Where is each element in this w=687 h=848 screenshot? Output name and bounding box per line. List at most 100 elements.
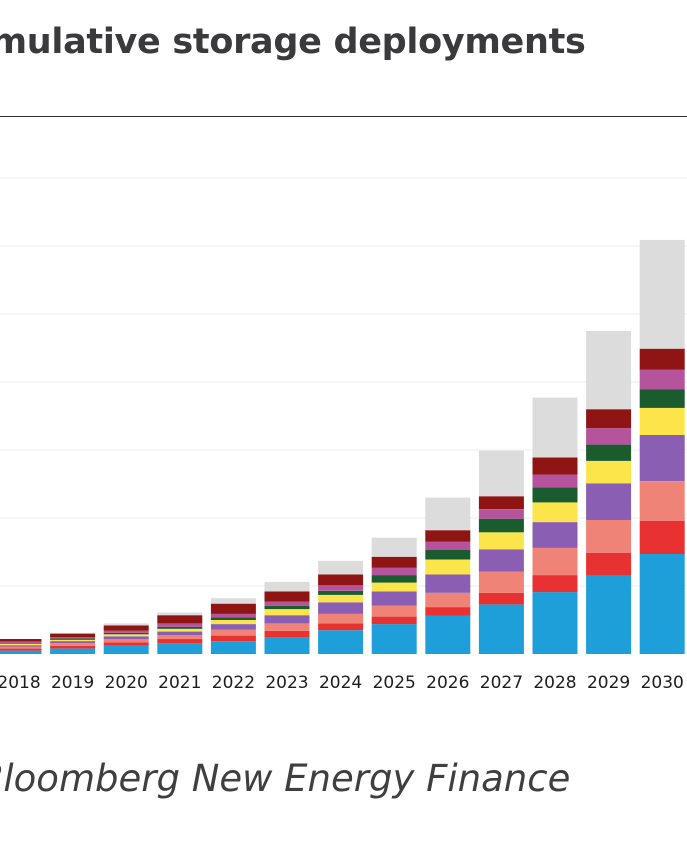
- bar-segment-2021-s3: [157, 631, 203, 635]
- bar-segment-2018-s6: [0, 641, 42, 644]
- bar-segment-2023-s2: [264, 623, 310, 631]
- bar-segment-2030-s1: [639, 520, 685, 554]
- bar-segment-2021-s8: [157, 612, 203, 616]
- title-divider: [0, 116, 687, 117]
- bar-segment-2029-s7: [586, 409, 632, 429]
- bar-segment-2026-s6: [425, 541, 471, 550]
- chart-title: umulative storage deployments: [0, 22, 586, 62]
- bar-segment-2024-s2: [318, 613, 364, 624]
- bar-segment-2018-s5: [0, 643, 42, 644]
- bar-segment-2020-s7: [103, 625, 149, 631]
- bar-segment-2028-s8: [532, 397, 578, 458]
- bar-segment-2021-s5: [157, 626, 203, 629]
- bar-segment-2025-s0: [371, 624, 417, 654]
- bar-segment-2024-s7: [318, 574, 364, 586]
- bar-segment-2027-s1: [478, 592, 524, 605]
- bar-segment-2025-s1: [371, 616, 417, 625]
- bar-segment-2022-s8: [210, 598, 256, 604]
- x-tick-label: 2028: [533, 673, 576, 693]
- bar-segment-2026-s8: [425, 497, 471, 531]
- bar-segment-2022-s0: [210, 641, 256, 654]
- bar-segment-2027-s3: [478, 549, 524, 572]
- bar-segment-2029-s6: [586, 428, 632, 445]
- bar-segment-2026-s0: [425, 615, 471, 654]
- bar-segment-2025-s6: [371, 567, 417, 576]
- bar-segment-2027-s2: [478, 571, 524, 593]
- bar-segment-2024-s6: [318, 585, 364, 591]
- bar-segment-2019-s6: [50, 637, 96, 639]
- bar-segment-2028-s3: [532, 522, 578, 548]
- bar-segment-2023-s1: [264, 630, 310, 637]
- bar-segment-2018-s7: [0, 639, 42, 642]
- bar-segment-2029-s5: [586, 444, 632, 461]
- bar-segment-2024-s0: [318, 630, 364, 654]
- bar-segment-2030-s4: [639, 407, 685, 435]
- bar-segment-2030-s8: [639, 239, 685, 349]
- bar-segment-2019-s3: [50, 641, 96, 644]
- bar-segment-2020-s6: [103, 630, 149, 633]
- bar-segment-2018-s4: [0, 643, 42, 646]
- bar-segment-2025-s2: [371, 605, 417, 617]
- bar-segment-2028-s4: [532, 502, 578, 523]
- bar-segment-2023-s6: [264, 601, 310, 606]
- bar-segment-2030-s2: [639, 481, 685, 521]
- bar-segment-2022-s3: [210, 624, 256, 630]
- bar-segment-2024-s4: [318, 594, 364, 603]
- bar-segment-2025-s8: [371, 537, 417, 557]
- x-tick-label: 2018: [0, 673, 41, 693]
- bar-segment-2029-s3: [586, 483, 632, 520]
- bar-segment-2020-s0: [103, 645, 149, 654]
- bar-segment-2028-s1: [532, 575, 578, 593]
- bar-segment-2027-s8: [478, 450, 524, 497]
- bar-segment-2028-s2: [532, 547, 578, 576]
- bar-segment-2021-s2: [157, 635, 203, 640]
- bar-segment-2028-s5: [532, 487, 578, 503]
- bar-segment-2021-s1: [157, 639, 203, 644]
- bar-segment-2027-s7: [478, 496, 524, 510]
- bar-segment-2021-s4: [157, 628, 203, 632]
- source-credit: Bloomberg New Energy Finance: [0, 757, 571, 800]
- bar-segment-2030-s3: [639, 435, 685, 482]
- bar-segment-2022-s2: [210, 629, 256, 636]
- bar-segment-2024-s1: [318, 623, 364, 631]
- bar-segment-2026-s2: [425, 592, 471, 608]
- bar-segment-2023-s3: [264, 615, 310, 624]
- bar-segment-2030-s5: [639, 389, 685, 408]
- bar-segment-2028-s0: [532, 592, 578, 654]
- x-tick-label: 2021: [158, 673, 201, 693]
- bar-segment-2022-s7: [210, 603, 256, 614]
- bar-segment-2022-s1: [210, 635, 256, 641]
- bar-segment-2023-s7: [264, 591, 310, 602]
- bar-segment-2023-s8: [264, 581, 310, 592]
- bar-segment-2024-s8: [318, 560, 364, 575]
- stacked-bar-chart: 2018 2019 2020 2021 2022 2023 2024 2025 2026 2027…: [0, 177, 687, 693]
- bar-segment-2029-s8: [586, 331, 632, 410]
- bar-segment-2025-s5: [371, 575, 417, 583]
- bar-segment-2018-s1: [0, 648, 42, 651]
- bar-segment-2019-s8: [50, 632, 96, 634]
- bar-segment-2029-s1: [586, 552, 632, 576]
- bar-segment-2020-s8: [103, 623, 149, 626]
- x-tick-label: 2022: [212, 673, 255, 693]
- bar-segment-2027-s5: [478, 518, 524, 533]
- bar-segment-2030-s0: [639, 554, 685, 654]
- bar-segment-2027-s4: [478, 532, 524, 550]
- bar-segment-2022-s6: [210, 613, 256, 618]
- bar-segment-2020-s1: [103, 642, 149, 646]
- bar-segment-2029-s2: [586, 520, 632, 553]
- x-tick-labels: 2018 2019 2020 2021 2022 2023 2024 2025 2026 2027…: [0, 673, 684, 693]
- x-tick-label: 2020: [105, 673, 148, 693]
- x-tick-label: 2030: [641, 673, 684, 693]
- bar-segment-2018-s0: [0, 650, 42, 654]
- bar-segment-2024-s5: [318, 590, 364, 595]
- bar-segment-2019-s1: [50, 645, 96, 649]
- bar-segment-2025-s4: [371, 582, 417, 592]
- bar-segment-2026-s7: [425, 530, 471, 542]
- bars: [0, 239, 685, 654]
- bar-segment-2018-s2: [0, 646, 42, 649]
- x-tick-label: 2027: [480, 673, 523, 693]
- bar-segment-2021-s6: [157, 623, 203, 627]
- bar-segment-2026-s1: [425, 607, 471, 616]
- x-tick-label: 2026: [426, 673, 469, 693]
- bar-segment-2021-s0: [157, 643, 203, 654]
